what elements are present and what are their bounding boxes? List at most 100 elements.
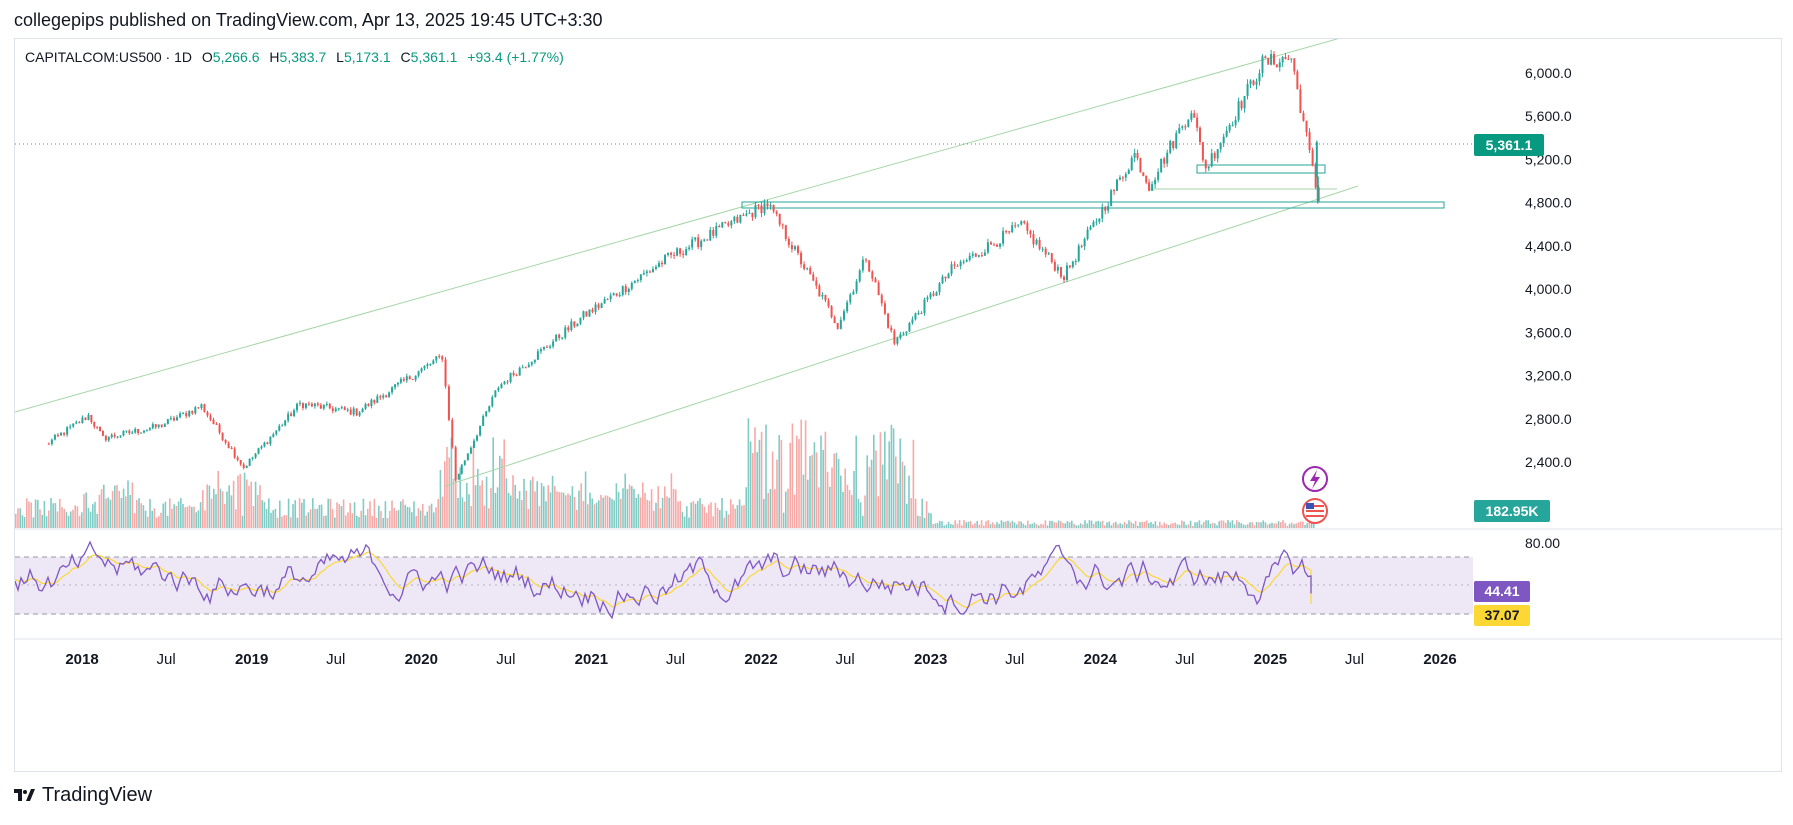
- volume-bar: [1288, 523, 1291, 528]
- volume-bar: [89, 511, 92, 528]
- volume-bar: [1044, 520, 1047, 528]
- candle-body: [546, 346, 549, 348]
- candle-body: [1290, 58, 1293, 60]
- volume-bar: [771, 451, 774, 528]
- tradingview-logo[interactable]: TradingView: [14, 784, 152, 807]
- volume-bar: [1170, 523, 1172, 528]
- candle-body: [1190, 113, 1193, 120]
- candle-body: [1201, 142, 1204, 161]
- candle-body: [1163, 158, 1166, 164]
- candle-body: [977, 255, 980, 257]
- candle-body: [1311, 150, 1314, 165]
- support-zones[interactable]: [741, 164, 1445, 209]
- volume-bar: [602, 497, 604, 528]
- candle-body: [84, 417, 87, 420]
- candle-body: [125, 430, 128, 432]
- volume-bar: [958, 520, 961, 528]
- candle-body: [1216, 149, 1219, 159]
- volume-bar: [28, 501, 30, 528]
- candle-body: [527, 364, 530, 368]
- volume-bar: [532, 476, 534, 528]
- volume-bar: [1249, 522, 1251, 528]
- volume-bar: [1071, 520, 1073, 528]
- volume-bar: [1271, 522, 1273, 528]
- chart-container[interactable]: CAPITALCOM:US500 · 1D O5,266.6 H5,383.7 …: [14, 38, 1783, 773]
- volume-bar: [723, 517, 725, 528]
- volume-bar: [294, 500, 296, 528]
- volume-bar: [1203, 521, 1205, 528]
- volume-bar: [496, 487, 499, 528]
- volume-bar: [567, 493, 569, 528]
- candle-body: [953, 264, 956, 266]
- lightning-event-icon[interactable]: [1302, 466, 1328, 492]
- volume-bar: [391, 500, 393, 528]
- volume-bar: [301, 502, 303, 528]
- volume-bar: [613, 500, 615, 528]
- volume-bar: [1018, 521, 1020, 528]
- volume-bar: [400, 501, 402, 528]
- candle-body: [275, 430, 278, 435]
- candle-body: [1302, 112, 1305, 121]
- volume-bar: [76, 506, 79, 528]
- volume-bar: [873, 434, 875, 528]
- volume-bar: [340, 505, 343, 528]
- candle-body: [679, 248, 682, 254]
- rsi-badge-text: 44.41: [1484, 583, 1519, 599]
- time-axis[interactable]: 2018 Jul 2019 Jul 2020 Jul 2021 Jul 2022 Jul 2023 J…: [65, 651, 1456, 668]
- candle-body: [1077, 245, 1080, 261]
- candle-body: [1166, 152, 1169, 164]
- volume-bar: [870, 459, 873, 528]
- candle-body: [1281, 57, 1284, 63]
- last-price-badge: 5,361.1: [1474, 134, 1544, 156]
- volume-bar: [144, 510, 147, 528]
- volume-bar: [39, 509, 41, 528]
- volume-bar: [228, 485, 230, 528]
- trend-channel[interactable]: [15, 39, 1359, 487]
- candle-body: [861, 259, 864, 271]
- candle-body: [757, 205, 760, 207]
- candle-body: [775, 211, 778, 214]
- price-chart[interactable]: CAPITALCOM:US500 · 1D O5,266.6 H5,383.7 …: [15, 39, 1783, 773]
- time-axis-tick: 2022: [744, 651, 777, 668]
- volume-bar: [558, 492, 560, 528]
- candle-body: [47, 443, 50, 445]
- volume-bar: [338, 504, 340, 528]
- volume-bar: [650, 489, 653, 528]
- volume-bar: [809, 456, 811, 528]
- volume-bar: [886, 479, 888, 528]
- volume-bar: [426, 511, 428, 528]
- time-axis-tick: 2019: [235, 651, 268, 668]
- candle-body: [576, 323, 579, 327]
- candle-body: [827, 300, 830, 307]
- volume-bar: [510, 495, 512, 528]
- volume-bar: [224, 503, 226, 528]
- volume-bar: [1097, 520, 1099, 528]
- volume-bar: [74, 505, 76, 528]
- volume-bar: [754, 427, 756, 528]
- price-axis[interactable]: 6,000.05,600.05,200.04,800.04,400.04,000…: [1525, 65, 1572, 470]
- rsi-line: [15, 540, 1312, 620]
- price-axis-tick: 2,800.0: [1525, 411, 1572, 427]
- volume-bar: [1291, 522, 1293, 528]
- candle-body: [93, 422, 96, 427]
- volume-bar: [912, 439, 915, 528]
- candle-body: [661, 262, 664, 265]
- candle-body: [818, 285, 821, 297]
- volume-bar: [505, 478, 508, 528]
- us-flag-icon[interactable]: [1302, 498, 1328, 524]
- ohlc-legend[interactable]: CAPITALCOM:US500 · 1D O5,266.6 H5,383.7 …: [25, 49, 564, 65]
- volume-bar: [1209, 523, 1212, 528]
- volume-bar: [802, 474, 805, 528]
- candle-body: [1219, 143, 1222, 150]
- candle-body: [218, 424, 221, 433]
- candle-body: [460, 464, 463, 474]
- candle-body: [1133, 153, 1136, 158]
- volume-bar: [243, 472, 246, 528]
- candle-body: [709, 230, 712, 241]
- volume-bar: [943, 525, 945, 528]
- volume-bar: [591, 498, 593, 528]
- volume-bar: [307, 512, 310, 528]
- candle-body: [334, 408, 337, 412]
- volume-bar: [424, 515, 426, 528]
- candle-body: [880, 295, 883, 304]
